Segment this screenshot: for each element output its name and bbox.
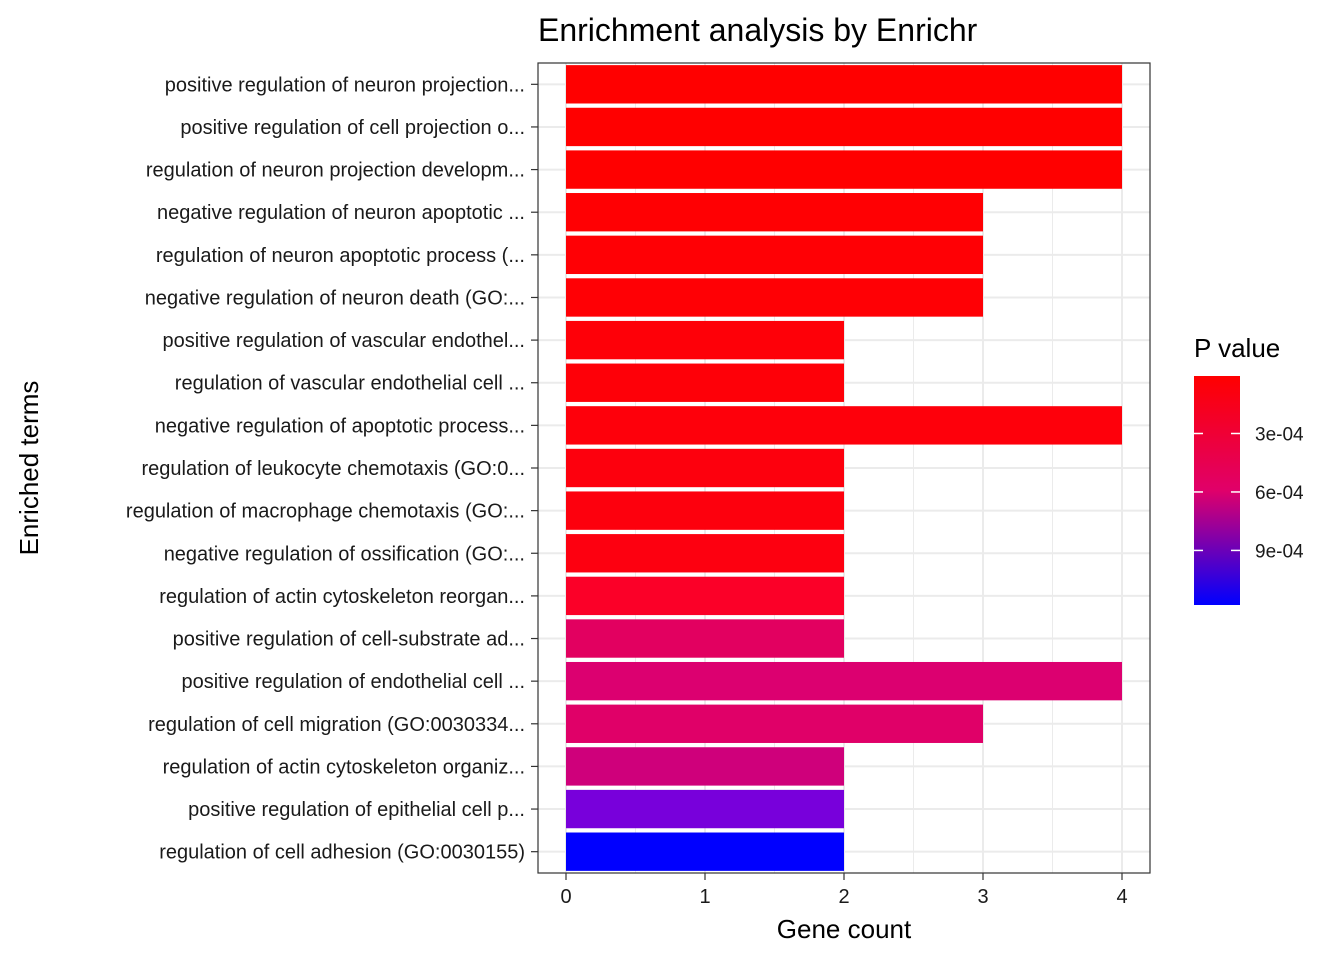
legend: P value 3e-04 6e-04 9e-04 [1194,333,1304,605]
legend-colorbar [1194,376,1240,605]
bar [566,534,844,573]
y-tick-label: regulation of leukocyte chemotaxis (GO:0… [141,458,525,480]
y-tick-label: regulation of vascular endothelial cell … [175,373,525,395]
y-axis-title: Enriched terms [14,381,44,556]
y-tick-label: regulation of neuron apoptotic process (… [156,245,525,267]
bar [566,704,983,743]
legend-tick-label: 6e-04 [1255,483,1304,504]
x-tick-label: 2 [838,886,849,908]
y-tick-label: negative regulation of neuron apoptotic … [157,202,525,224]
bar [566,65,1122,104]
y-tick-label: regulation of macrophage chemotaxis (GO:… [126,501,525,523]
legend-tick-label: 3e-04 [1255,424,1304,445]
bar [566,832,844,871]
bar [566,491,844,530]
bar [566,747,844,786]
y-tick-label: positive regulation of endothelial cell … [181,671,525,693]
x-tick-label: 1 [699,886,710,908]
y-tick-label: negative regulation of ossification (GO:… [164,543,525,565]
y-axis-ticks: positive regulation of neuron projection… [126,74,538,864]
y-tick-label: positive regulation of cell-substrate ad… [173,629,525,651]
bar [566,789,844,829]
y-tick-label: positive regulation of cell projection o… [180,117,525,139]
bar [566,619,844,658]
bar [566,193,983,232]
y-tick-label: positive regulation of vascular endothel… [163,330,525,352]
x-tick-label: 3 [977,886,988,908]
bar [566,448,844,488]
x-tick-label: 4 [1116,886,1127,908]
bar [566,576,844,616]
x-axis-ticks: 0 1 2 3 4 [560,873,1128,908]
x-tick-label: 0 [560,886,571,908]
bar [566,661,1122,701]
y-tick-label: positive regulation of neuron projection… [165,74,525,96]
bar-layer [566,65,1122,871]
y-tick-label: positive regulation of epithelial cell p… [188,799,525,821]
y-tick-label: negative regulation of apoptotic process… [155,415,525,437]
bar [566,107,1122,147]
y-tick-label: regulation of cell adhesion (GO:0030155) [159,842,525,864]
bar [566,150,1122,189]
y-tick-label: regulation of neuron projection developm… [146,160,525,182]
bar [566,278,983,317]
chart-title: Enrichment analysis by Enrichr [538,12,978,48]
y-tick-label: regulation of actin cytoskeleton reorgan… [159,586,525,608]
bar [566,406,1122,445]
x-axis-title: Gene count [777,914,912,944]
legend-ticks: 3e-04 6e-04 9e-04 [1194,424,1304,562]
y-tick-label: regulation of actin cytoskeleton organiz… [163,756,525,778]
legend-title: P value [1194,333,1280,363]
y-tick-label: negative regulation of neuron death (GO:… [145,287,525,309]
bar [566,235,983,275]
y-tick-label: regulation of cell migration (GO:0030334… [148,714,525,736]
legend-tick-label: 9e-04 [1255,541,1304,562]
bar [566,363,844,402]
bar [566,320,844,360]
